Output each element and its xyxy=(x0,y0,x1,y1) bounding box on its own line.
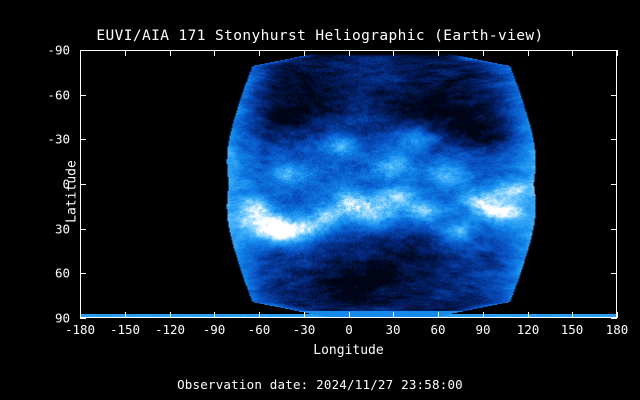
x-axis-tick-label: -120 xyxy=(154,322,186,337)
x-axis-tick-label: 120 xyxy=(516,322,540,337)
x-axis-tick xyxy=(80,312,81,318)
x-axis-tick xyxy=(125,50,126,56)
y-axis-tick xyxy=(80,318,86,319)
x-axis-tick xyxy=(572,312,573,318)
x-axis-tick xyxy=(214,312,215,318)
y-axis-tick-label: 60 xyxy=(54,265,70,281)
x-axis-tick xyxy=(438,50,439,56)
x-axis-tick xyxy=(304,312,305,318)
heatmap-area xyxy=(81,51,616,317)
y-axis-tick xyxy=(80,184,86,185)
y-axis-tick-label: 30 xyxy=(54,221,70,237)
solar-heliographic-map xyxy=(81,51,616,317)
y-axis-tick xyxy=(611,184,617,185)
plot-frame xyxy=(80,50,617,318)
x-axis-tick xyxy=(349,50,350,56)
x-axis-tick-label: -150 xyxy=(109,322,141,337)
y-axis-tick xyxy=(611,229,617,230)
x-axis-tick xyxy=(349,312,350,318)
x-axis-tick xyxy=(214,50,215,56)
x-axis-tick xyxy=(617,50,618,56)
y-axis-tick-label: 90 xyxy=(54,310,70,326)
y-axis-tick xyxy=(80,139,86,140)
y-axis-tick xyxy=(80,273,86,274)
y-axis-tick xyxy=(611,273,617,274)
x-axis-tick xyxy=(170,312,171,318)
x-axis-tick-label: 180 xyxy=(605,322,629,337)
x-axis-tick-label: 150 xyxy=(560,322,584,337)
x-axis-title: Longitude xyxy=(313,343,384,358)
x-axis-tick xyxy=(304,50,305,56)
y-axis-tick xyxy=(80,229,86,230)
x-axis-tick xyxy=(125,312,126,318)
x-axis-tick xyxy=(259,312,260,318)
x-axis-tick-label: -180 xyxy=(64,322,96,337)
y-axis-tick xyxy=(611,50,617,51)
y-axis-tick-label: -90 xyxy=(47,42,70,58)
x-axis-tick xyxy=(438,312,439,318)
x-axis-tick-label: 90 xyxy=(475,322,491,337)
y-axis-tick xyxy=(611,95,617,96)
x-axis-tick-label: -30 xyxy=(292,322,316,337)
x-axis-tick xyxy=(393,312,394,318)
x-axis-tick xyxy=(170,50,171,56)
x-axis-tick xyxy=(572,50,573,56)
y-axis-tick xyxy=(80,95,86,96)
x-axis-tick xyxy=(393,50,394,56)
y-axis-tick-label: 0 xyxy=(62,176,70,192)
x-axis-tick xyxy=(483,50,484,56)
chart-title: EUVI/AIA 171 Stonyhurst Heliographic (Ea… xyxy=(96,28,544,44)
observation-date-label: Observation date: 2024/11/27 23:58:00 xyxy=(177,377,463,392)
x-axis-tick-label: 30 xyxy=(385,322,401,337)
y-axis-tick-label: -60 xyxy=(47,87,70,103)
x-axis-tick xyxy=(617,312,618,318)
x-axis-tick xyxy=(528,50,529,56)
y-axis-tick xyxy=(611,318,617,319)
y-axis-tick-label: -30 xyxy=(47,131,70,147)
x-axis-tick-label: -90 xyxy=(202,322,226,337)
x-axis-tick-label: 60 xyxy=(430,322,446,337)
y-axis-tick xyxy=(80,50,86,51)
x-axis-tick-label: -60 xyxy=(247,322,271,337)
x-axis-tick xyxy=(259,50,260,56)
y-axis-tick xyxy=(611,139,617,140)
x-axis-tick xyxy=(528,312,529,318)
x-axis-tick xyxy=(80,50,81,56)
x-axis-tick xyxy=(483,312,484,318)
x-axis-tick-label: 0 xyxy=(345,322,353,337)
